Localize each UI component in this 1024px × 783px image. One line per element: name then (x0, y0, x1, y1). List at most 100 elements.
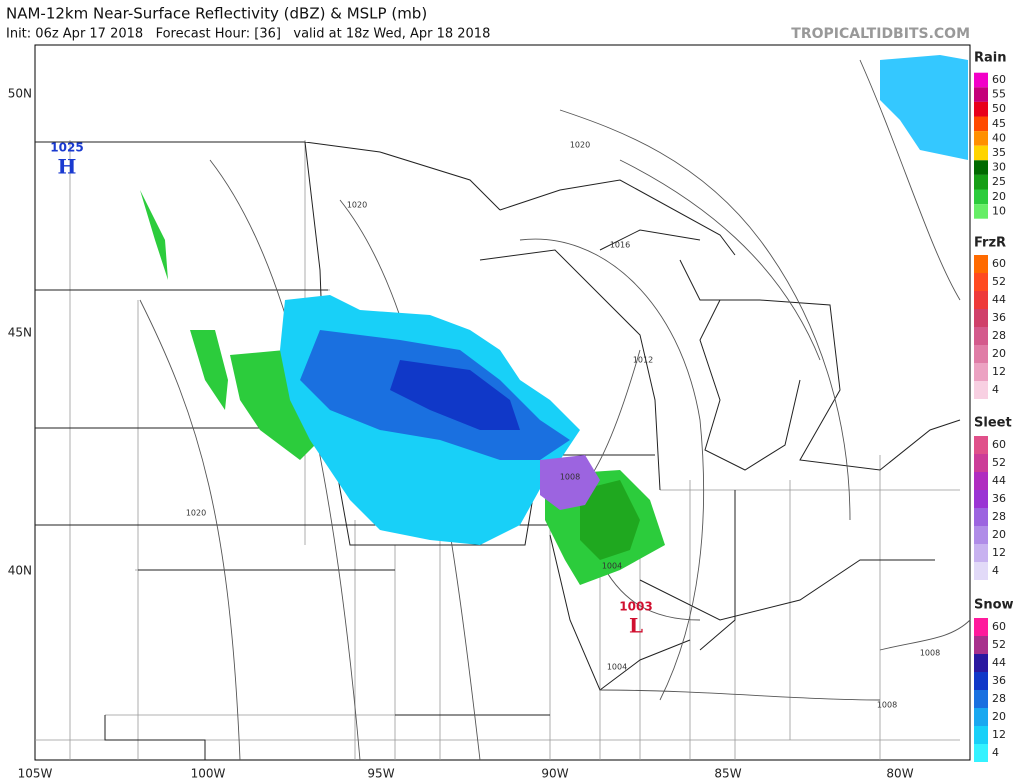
legend-swatch (974, 87, 988, 102)
legend-label: 12 (992, 365, 1006, 378)
legend-swatch (974, 490, 988, 508)
legend-label: 36 (992, 492, 1006, 505)
pressure-value: 1003 (619, 600, 652, 614)
legend-swatch (974, 454, 988, 472)
isobar-label: 1008 (877, 701, 897, 710)
legend-label: 40 (992, 131, 1006, 144)
legend-swatch (974, 72, 988, 88)
title: NAM-12km Near-Surface Reflectivity (dBZ)… (6, 5, 427, 23)
isobar-label: 1020 (570, 141, 590, 150)
pressure-letter: H (58, 155, 77, 179)
legend-label: 36 (992, 311, 1006, 324)
legend-swatch (974, 309, 988, 327)
lat-label: 50N (8, 87, 32, 101)
legend-label: 4 (992, 564, 999, 577)
legend-swatch (974, 131, 988, 146)
legend-label: 35 (992, 146, 1006, 159)
legend-label: 55 (992, 88, 1006, 101)
legend-swatch (974, 744, 988, 762)
lon-label: 105W (18, 767, 53, 781)
legend-label: 28 (992, 329, 1006, 342)
lat-label: 45N (8, 326, 32, 340)
legend-label: 36 (992, 674, 1006, 687)
legend-label: 60 (992, 73, 1006, 86)
legend-swatch (974, 436, 988, 454)
lat-label: 40N (8, 564, 32, 578)
legend-label: 52 (992, 638, 1006, 651)
legend-swatch (974, 116, 988, 132)
legend-label: 25 (992, 175, 1006, 188)
legend-label: 10 (992, 204, 1006, 217)
legend-label: 50 (992, 102, 1006, 115)
legend-swatch (974, 101, 988, 117)
pressure-letter: L (629, 614, 643, 638)
legend-swatch (974, 255, 988, 273)
legend-swatch (974, 544, 988, 562)
legend-title: Snow (974, 598, 1014, 613)
legend-label: 44 (992, 293, 1006, 306)
legend-swatch (974, 291, 988, 309)
legend-label: 28 (992, 692, 1006, 705)
legend-swatch (974, 726, 988, 744)
isobar-label: 1020 (186, 509, 206, 518)
legend-swatch (974, 145, 988, 161)
map (34, 44, 971, 761)
isobar-label: 1004 (602, 562, 622, 571)
lon-label: 100W (191, 767, 226, 781)
legend-swatch (974, 672, 988, 690)
legend-label: 60 (992, 620, 1006, 633)
source: TROPICALTIDBITS.COM (791, 26, 970, 42)
legend-label: 4 (992, 746, 999, 759)
legend-label: 30 (992, 161, 1006, 174)
legend: Rain60555045403530252010FrzR605244362820… (974, 51, 1014, 762)
legend-label: 60 (992, 438, 1006, 451)
lon-label: 80W (886, 767, 913, 781)
map-labels: 50N 45N 40N 105W 100W 95W 90W 85W 80W 1020 1020 101… (8, 87, 940, 781)
legend-label: 20 (992, 710, 1006, 723)
legend-label: 52 (992, 275, 1006, 288)
legend-label: 45 (992, 117, 1006, 130)
legend-label: 20 (992, 528, 1006, 541)
legend-swatch (974, 526, 988, 544)
legend-title: Sleet (974, 416, 1012, 431)
legend-swatch (974, 708, 988, 726)
legend-swatch (974, 618, 988, 636)
legend-swatch (974, 189, 988, 205)
legend-label: 4 (992, 383, 999, 396)
isobar-label: 1020 (347, 201, 367, 210)
isobar-label: 1004 (607, 663, 627, 672)
isobar-label: 1008 (920, 649, 940, 658)
legend-label: 44 (992, 474, 1006, 487)
legend-swatch (974, 345, 988, 363)
legend-swatch (974, 508, 988, 526)
legend-label: 44 (992, 656, 1006, 669)
legend-swatch (974, 363, 988, 381)
legend-label: 52 (992, 456, 1006, 469)
legend-swatch (974, 654, 988, 672)
lon-label: 85W (714, 767, 741, 781)
isobar-label: 1012 (633, 356, 653, 365)
legend-swatch (974, 174, 988, 190)
subtitle: Init: 06z Apr 17 2018 Forecast Hour: [36… (6, 27, 490, 42)
legend-title: FrzR (974, 236, 1006, 251)
pressure-value: 1025 (50, 141, 83, 155)
legend-swatch (974, 472, 988, 490)
legend-swatch (974, 273, 988, 291)
legend-title: Rain (974, 51, 1007, 66)
legend-swatch (974, 204, 988, 219)
legend-swatch (974, 562, 988, 580)
lon-label: 90W (541, 767, 568, 781)
legend-label: 60 (992, 257, 1006, 270)
legend-swatch (974, 690, 988, 708)
legend-label: 12 (992, 728, 1006, 741)
legend-label: 28 (992, 510, 1006, 523)
legend-swatch (974, 381, 988, 399)
legend-label: 20 (992, 190, 1006, 203)
legend-swatch (974, 327, 988, 345)
legend-swatch (974, 160, 988, 175)
legend-label: 20 (992, 347, 1006, 360)
isobar-label: 1016 (610, 241, 630, 250)
legend-label: 12 (992, 546, 1006, 559)
isobar-label: 1008 (560, 473, 580, 482)
